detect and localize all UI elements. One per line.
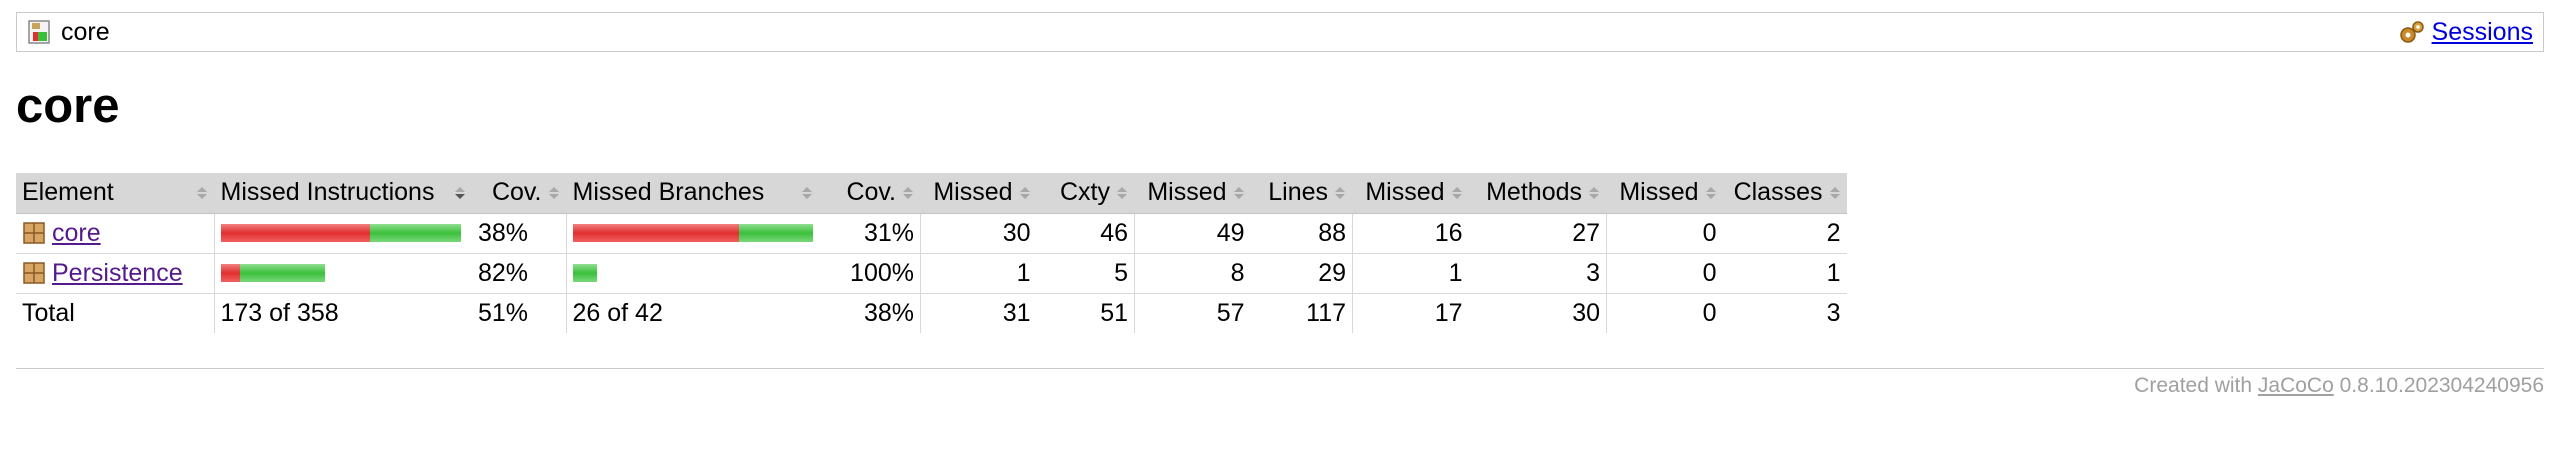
missed-classes: 0 — [1606, 213, 1723, 254]
covered-bar-segment — [369, 224, 461, 242]
missed-bar-segment — [220, 224, 370, 242]
instructions-coverage: 38% — [472, 213, 566, 254]
missed-lines: 8 — [1134, 253, 1251, 294]
cxty: 5 — [1036, 253, 1135, 294]
package-link-persistence[interactable]: Persistence — [52, 258, 183, 287]
total-branches-coverage: 38% — [818, 292, 921, 333]
instructions-bar-cell — [213, 253, 472, 294]
sort-icon — [548, 187, 559, 199]
sort-icon — [1117, 187, 1127, 199]
sessions-area: Sessions — [2398, 18, 2533, 47]
sort-icon — [196, 187, 207, 199]
footer-prefix: Created with — [2134, 374, 2253, 397]
sort-icon — [801, 187, 812, 199]
branches-coverage: 31% — [818, 213, 921, 254]
branches-coverage: 100% — [818, 253, 921, 294]
instructions-bar-cell — [213, 213, 472, 254]
total-lines: 117 — [1250, 292, 1353, 333]
branches-bar-cell — [565, 213, 819, 254]
coverage-table: Element Missed Instructions Cov. Missed … — [16, 173, 1847, 333]
sessions-link[interactable]: Sessions — [2431, 17, 2533, 46]
sort-icon — [1019, 187, 1030, 199]
classes: 2 — [1722, 213, 1847, 254]
table-row: core 38% 31% 30 46 49 88 16 — [16, 213, 1847, 254]
coverage-bar — [220, 224, 461, 242]
cxty: 46 — [1036, 213, 1135, 254]
footer-version: 0.8.10.202304240956 — [2339, 374, 2544, 397]
header-element[interactable]: Element — [16, 173, 214, 214]
header-lines[interactable]: Lines — [1250, 173, 1353, 214]
table-row: Persistence 82% 100% 1 5 8 29 1 — [16, 253, 1847, 294]
total-cxty: 51 — [1036, 292, 1135, 333]
total-row: Total 173 of 358 51% 26 of 42 38% 31 51 … — [16, 292, 1847, 333]
report-icon — [28, 20, 50, 44]
instructions-coverage: 82% — [472, 253, 566, 294]
header-missed-classes[interactable]: Missed — [1606, 173, 1723, 214]
covered-bar-segment — [572, 264, 597, 282]
header-missed-methods[interactable]: Missed — [1352, 173, 1469, 214]
page-title: core — [16, 79, 120, 133]
footer-divider — [16, 368, 2544, 369]
coverage-bar — [572, 224, 813, 242]
package-icon — [23, 262, 45, 284]
missed-classes: 0 — [1606, 253, 1723, 294]
sort-icon — [1705, 187, 1716, 199]
breadcrumb-current: core — [27, 18, 110, 47]
sort-icon — [1589, 187, 1599, 199]
breadcrumb: core Sessions — [16, 12, 2544, 52]
missed-methods: 16 — [1352, 213, 1469, 254]
missed-methods: 1 — [1352, 253, 1469, 294]
table-header-row: Element Missed Instructions Cov. Missed … — [16, 173, 1847, 214]
missed-bar-segment — [572, 224, 739, 242]
total-classes: 3 — [1722, 292, 1847, 333]
footer: Created with JaCoCo 0.8.10.202304240956 — [2134, 374, 2544, 398]
sort-desc-icon — [455, 187, 465, 199]
methods: 3 — [1468, 253, 1607, 294]
header-missed-cxty[interactable]: Missed — [920, 173, 1037, 214]
header-cov-instructions[interactable]: Cov. — [472, 173, 566, 214]
missed-lines: 49 — [1134, 213, 1251, 254]
package-link-core[interactable]: core — [52, 218, 101, 247]
total-methods: 30 — [1468, 292, 1607, 333]
coverage-bar — [220, 264, 325, 282]
covered-bar-segment — [738, 224, 813, 242]
jacoco-link[interactable]: JaCoCo — [2257, 374, 2334, 397]
total-label: Total — [16, 292, 214, 333]
total-missed-classes: 0 — [1606, 292, 1723, 333]
total-missed-lines: 57 — [1134, 292, 1251, 333]
lines: 29 — [1250, 253, 1353, 294]
header-missed-lines[interactable]: Missed — [1134, 173, 1251, 214]
breadcrumb-label: core — [61, 17, 110, 46]
header-cxty[interactable]: Cxty — [1036, 173, 1135, 214]
header-classes[interactable]: Classes — [1722, 173, 1847, 214]
total-branches: 26 of 42 — [565, 292, 819, 333]
header-methods[interactable]: Methods — [1468, 173, 1607, 214]
header-missed-instructions[interactable]: Missed Instructions — [213, 173, 472, 214]
missed-cxty: 30 — [920, 213, 1037, 254]
element-cell: Persistence — [16, 253, 214, 294]
total-missed-methods: 17 — [1352, 292, 1469, 333]
sort-icon — [1451, 187, 1462, 199]
total-instructions-coverage: 51% — [472, 292, 566, 333]
element-cell: core — [16, 213, 214, 254]
sort-icon — [1233, 187, 1244, 199]
header-cov-branches[interactable]: Cov. — [818, 173, 921, 214]
lines: 88 — [1250, 213, 1353, 254]
missed-cxty: 1 — [920, 253, 1037, 294]
sort-icon — [1829, 187, 1840, 199]
methods: 27 — [1468, 213, 1607, 254]
classes: 1 — [1722, 253, 1847, 294]
header-missed-branches[interactable]: Missed Branches — [565, 173, 819, 214]
total-missed-cxty: 31 — [920, 292, 1037, 333]
sort-icon — [903, 187, 913, 199]
branches-bar-cell — [565, 253, 819, 294]
total-instructions: 173 of 358 — [213, 292, 472, 333]
package-icon — [23, 222, 45, 244]
missed-bar-segment — [220, 264, 240, 282]
gear-icon — [2399, 21, 2424, 43]
sort-icon — [1335, 187, 1345, 199]
covered-bar-segment — [239, 264, 325, 282]
coverage-bar — [572, 264, 597, 282]
